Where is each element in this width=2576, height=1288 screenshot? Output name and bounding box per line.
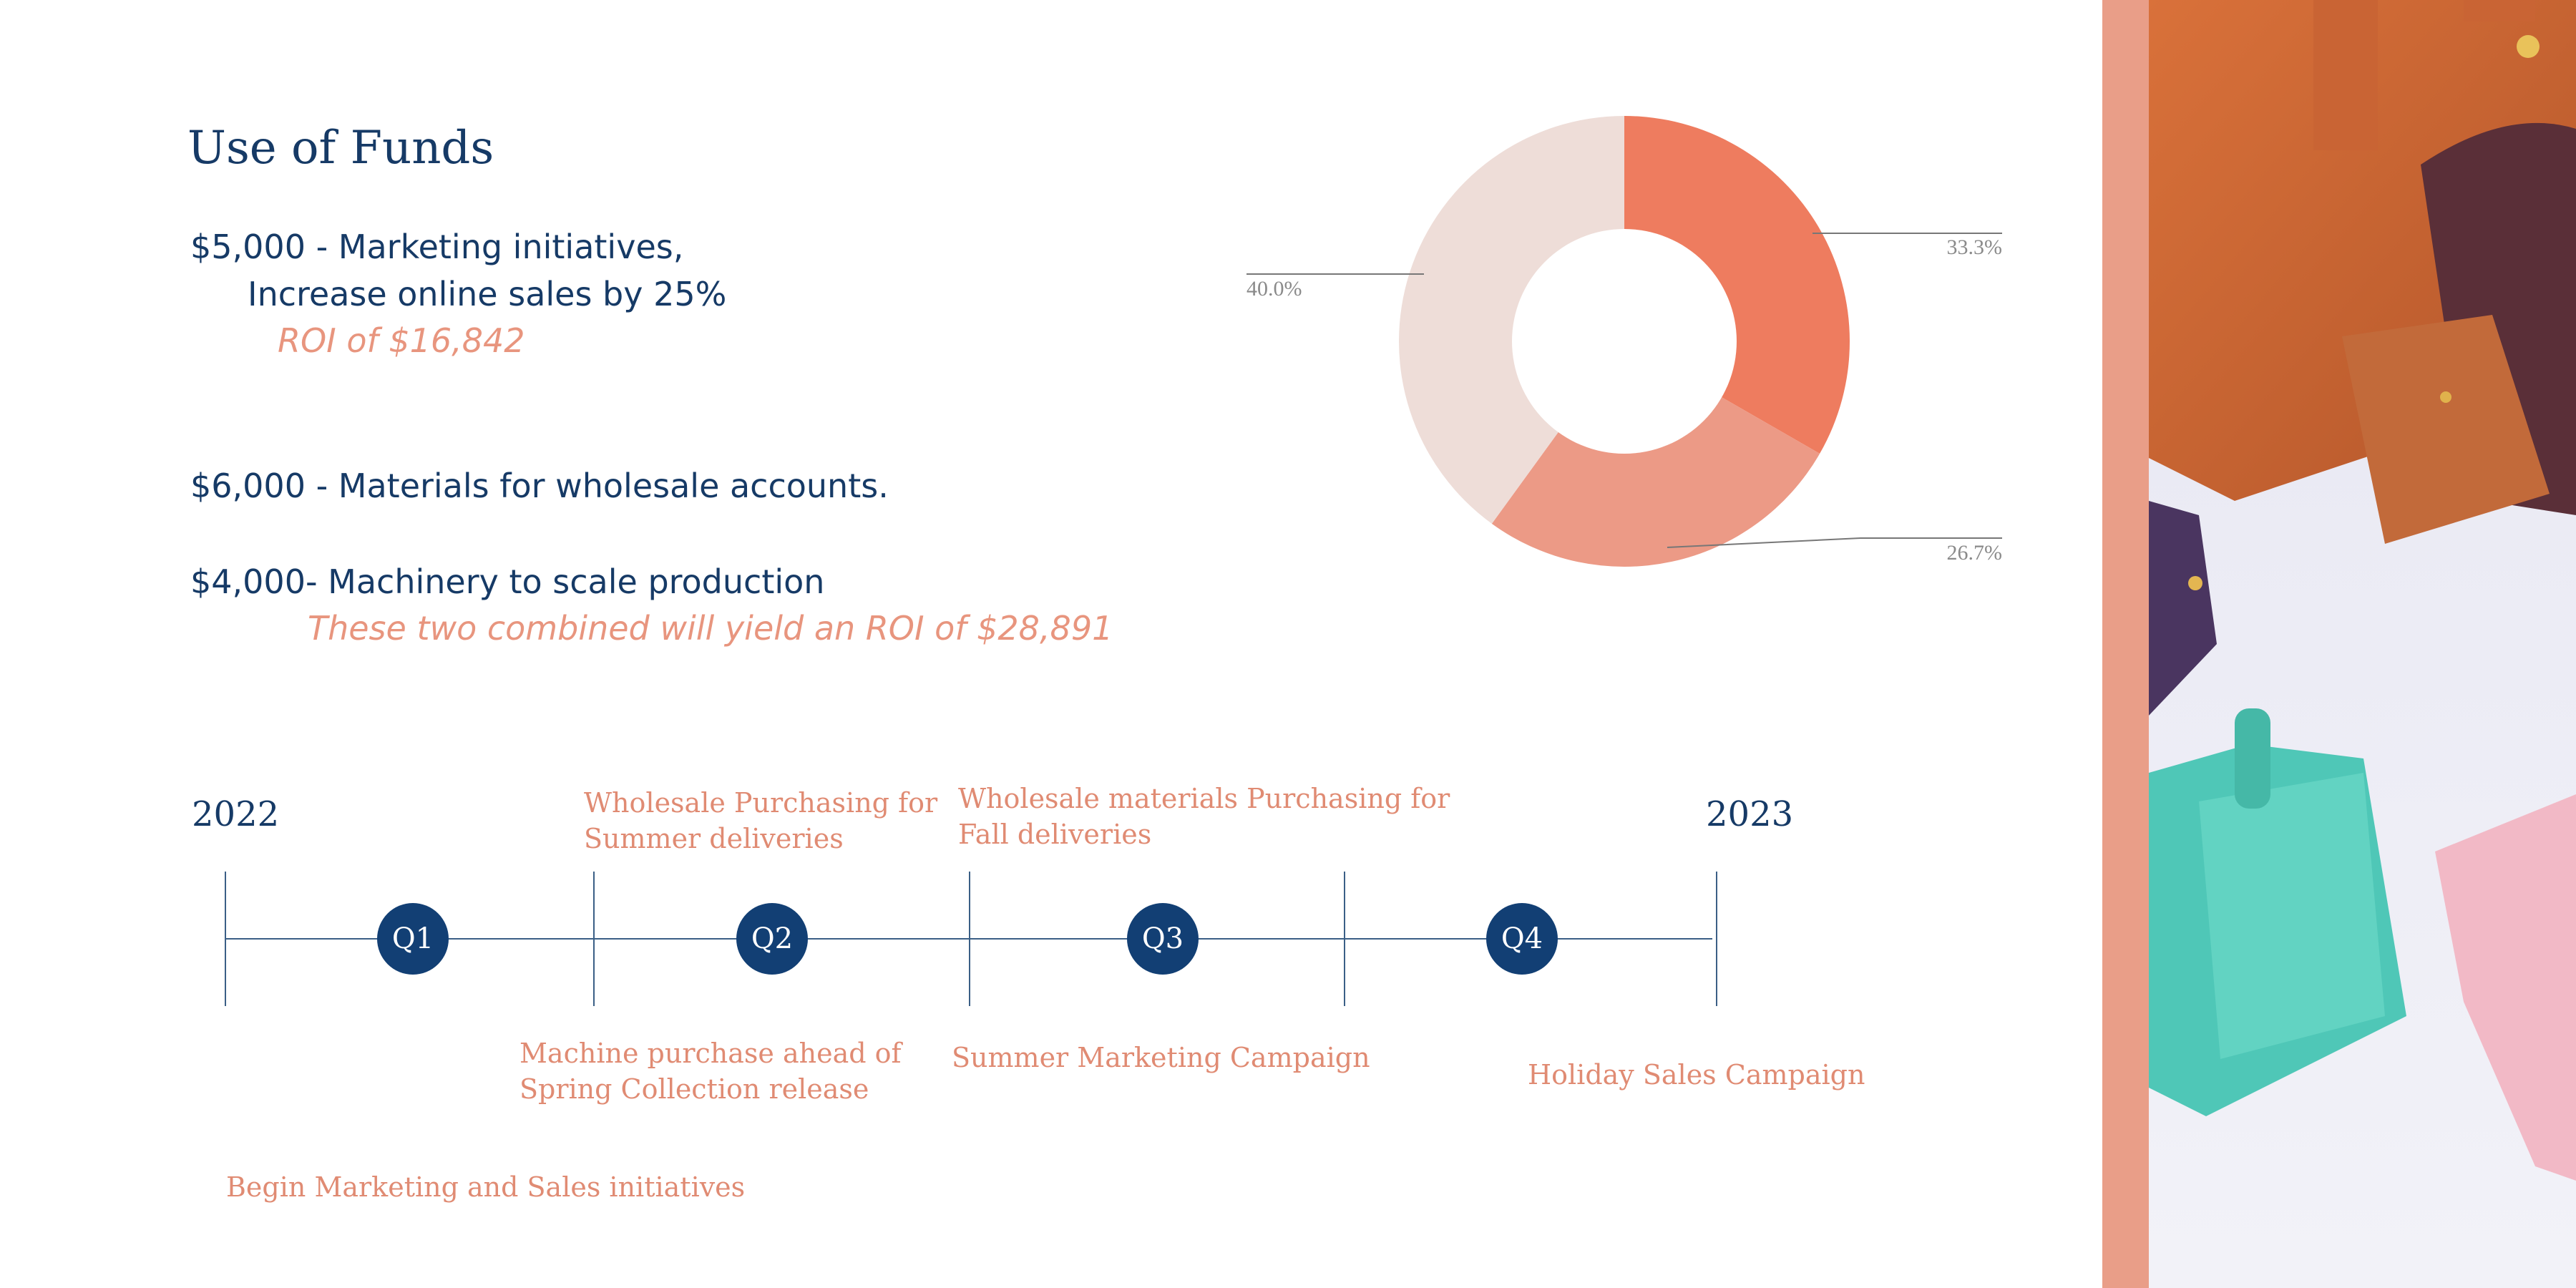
label-machine-line2: Spring Collection release	[519, 1073, 869, 1105]
fund-materials: $6,000 - Materials for wholesale account…	[190, 467, 889, 505]
leader-line-slice-2	[1667, 537, 2002, 548]
quarter-q1: Q1	[377, 903, 449, 975]
label-wholesale-summer-line1: Wholesale Purchasing for	[584, 787, 938, 819]
label-machine-line1: Machine purchase ahead of	[519, 1038, 902, 1069]
fund-machinery: $4,000- Machinery to scale production	[190, 562, 825, 601]
timeline-tick	[593, 872, 595, 1006]
label-holiday-campaign: Holiday Sales Campaign	[1528, 1059, 1865, 1091]
slice-label-2: 26.7%	[1947, 541, 2003, 565]
accent-stripe	[2102, 0, 2149, 1288]
donut-slices	[1399, 116, 1850, 567]
fund-marketing: $5,000 - Marketing initiatives,	[190, 228, 684, 266]
timeline-tick	[1716, 872, 1717, 1006]
label-wholesale-fall-line2: Fall deliveries	[958, 819, 1152, 850]
slice-label-1: 33.3%	[1947, 235, 2003, 259]
quarter-q4: Q4	[1486, 903, 1558, 975]
fund-marketing-detail: Increase online sales by 25%	[248, 275, 727, 313]
slice-label-3: 40.0%	[1246, 277, 1302, 301]
quarter-q3: Q3	[1127, 903, 1199, 975]
label-summer-campaign: Summer Marketing Campaign	[952, 1042, 1370, 1073]
quarter-q2: Q2	[736, 903, 808, 975]
product-photo	[2149, 0, 2576, 1288]
roi-combined: These two combined will yield an ROI of …	[308, 609, 1113, 648]
timeline-start-year: 2022	[192, 794, 280, 834]
timeline-tick	[225, 872, 226, 1006]
timeline-tick	[969, 872, 970, 1006]
donut-slice-2	[1491, 341, 1820, 567]
timeline-tick	[1344, 872, 1345, 1006]
page-title: Use of Funds	[187, 122, 494, 175]
label-wholesale-summer-line2: Summer deliveries	[584, 823, 844, 854]
roi-marketing: ROI of $16,842	[278, 321, 525, 360]
label-wholesale-fall-line1: Wholesale materials Purchasing for	[958, 783, 1450, 814]
donut-slice-3	[1399, 116, 1624, 524]
donut-hole	[1512, 229, 1737, 454]
label-begin-marketing: Begin Marketing and Sales initiatives	[226, 1171, 746, 1203]
timeline-end-year: 2023	[1706, 794, 1794, 834]
